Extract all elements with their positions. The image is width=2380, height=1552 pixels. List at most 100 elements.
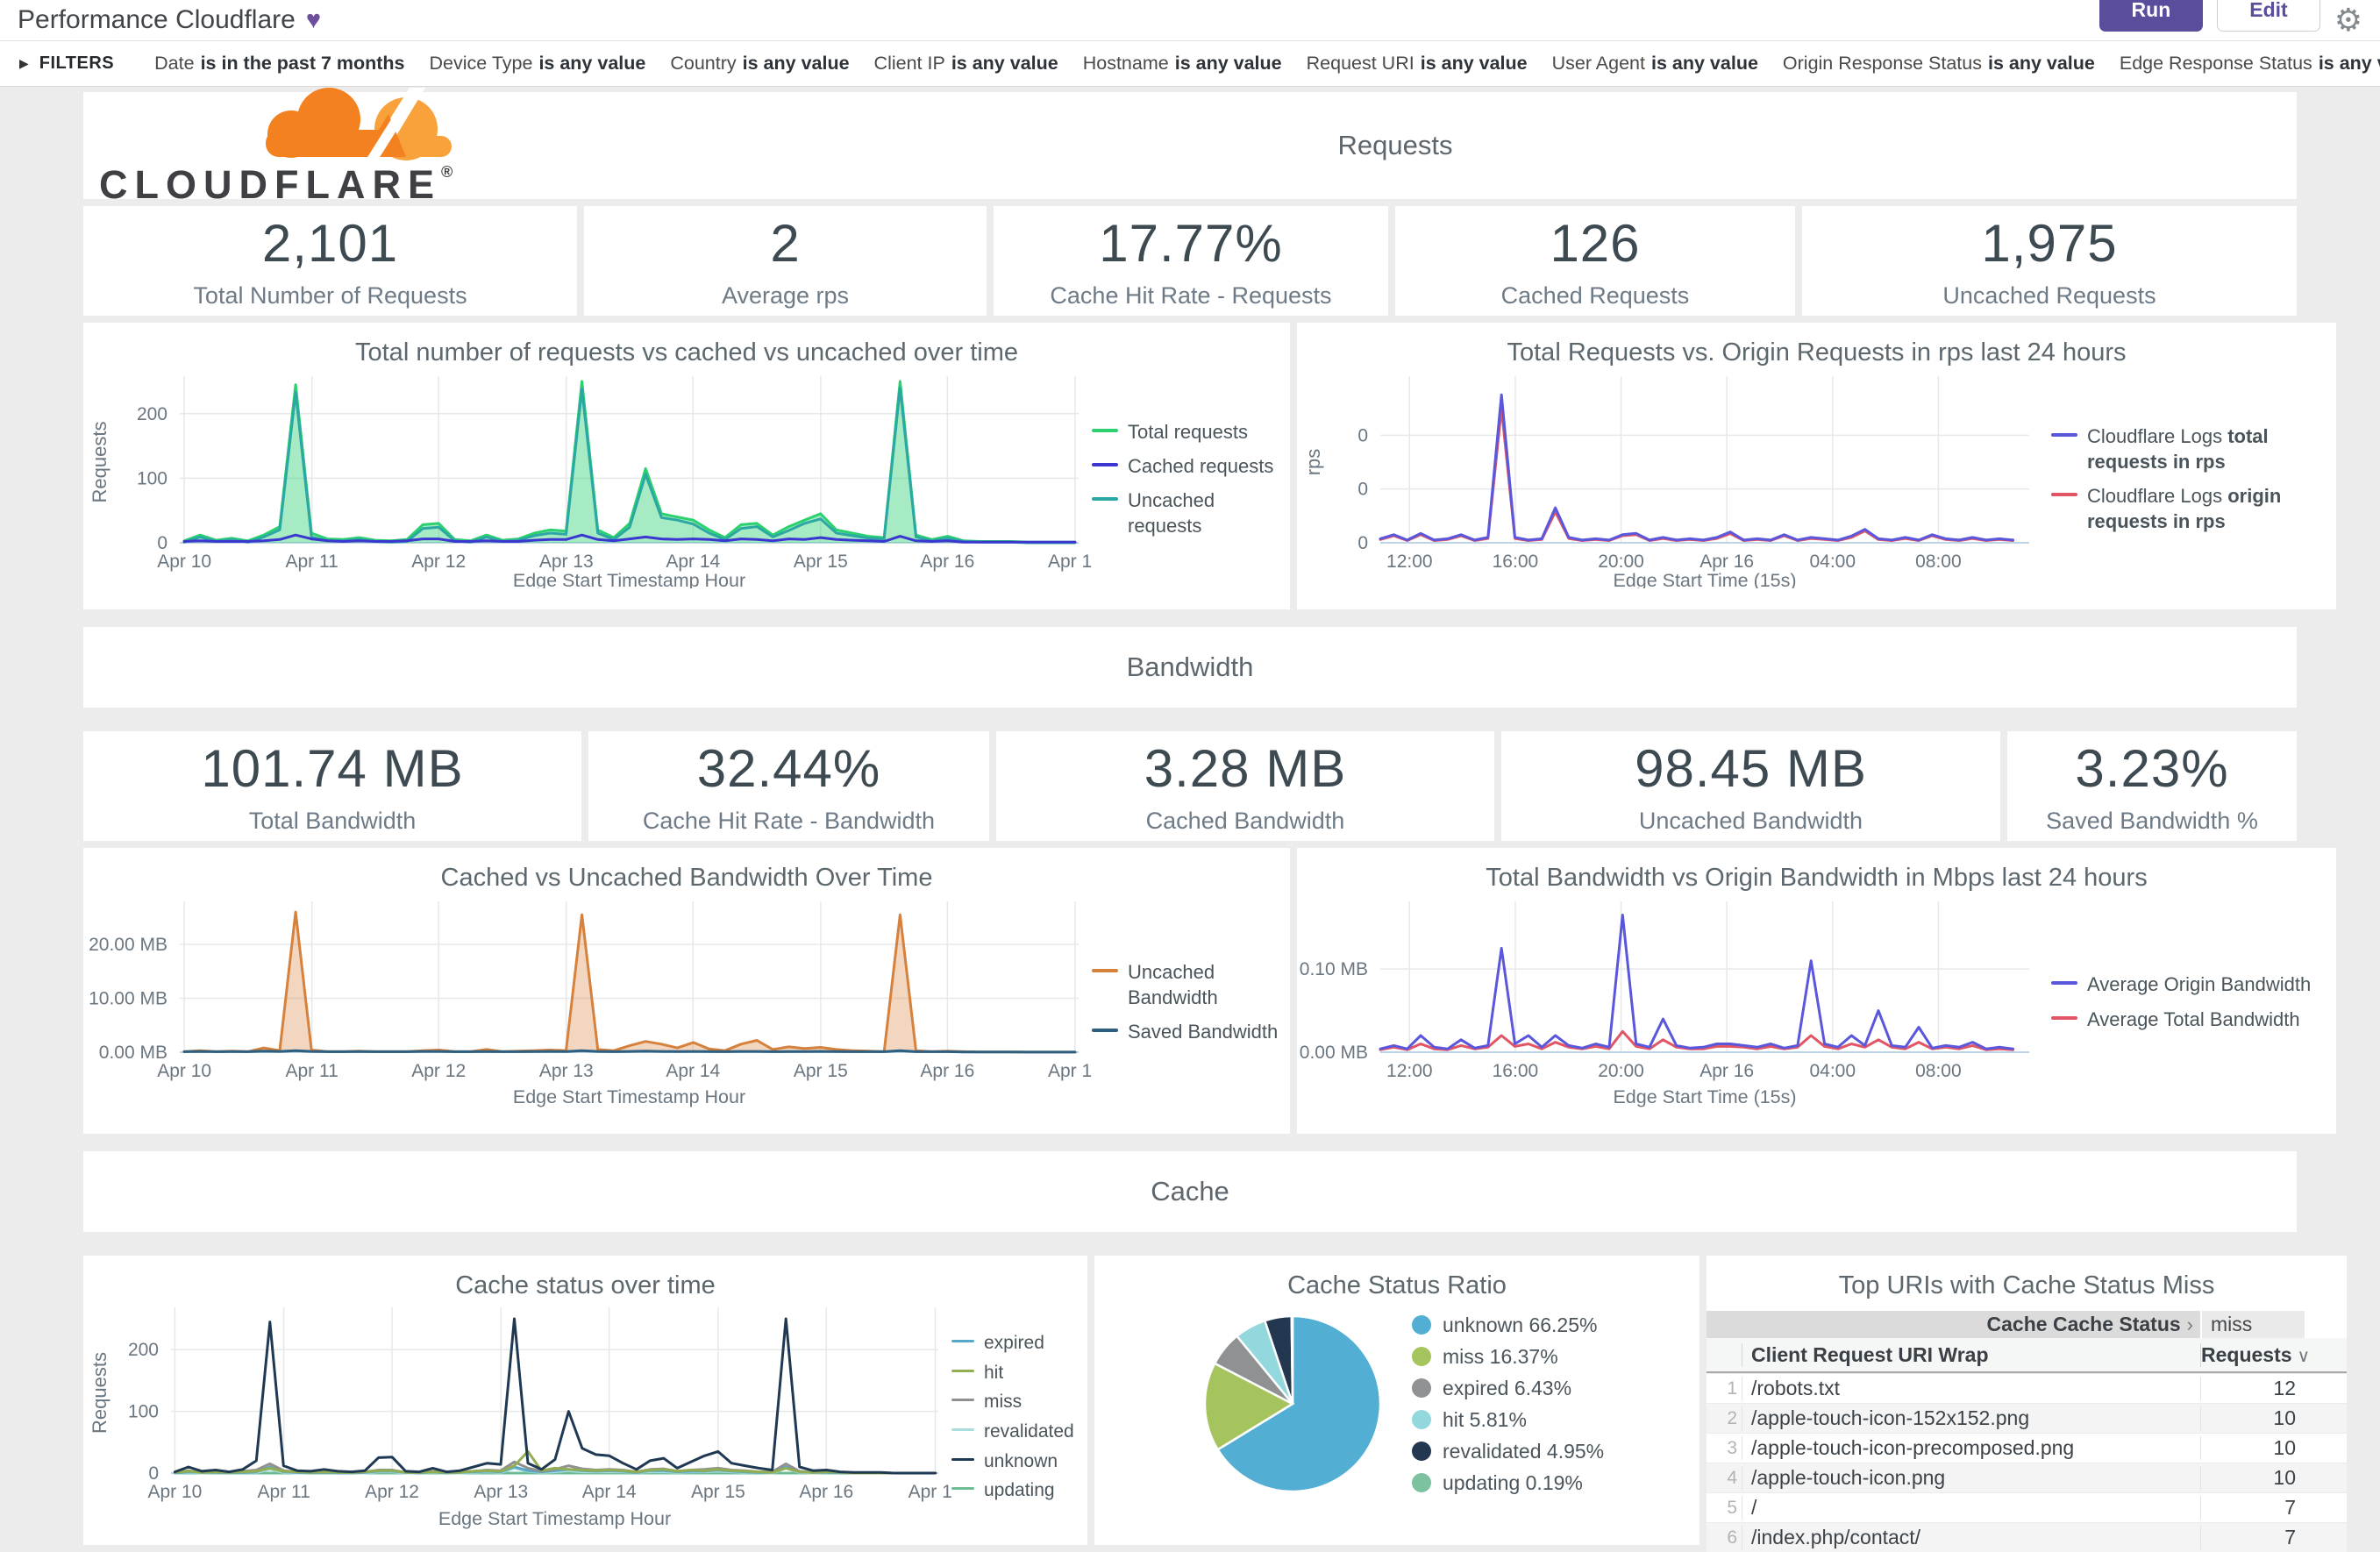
requests-column-header[interactable]: Requests ∨ [2200, 1342, 2311, 1367]
table-row[interactable]: 3/apple-touch-icon-precomposed.png 10 [1707, 1433, 2347, 1463]
legend-entry-updating[interactable]: updating [951, 1478, 1083, 1503]
filter-item-hostname[interactable]: Hostname is any value [1083, 53, 1282, 75]
filter-field-name: Country [670, 53, 737, 74]
pie-legend-entry-hit[interactable]: hit 5.81% [1412, 1408, 1604, 1432]
pie-slice-unknown[interactable] [1215, 1314, 1382, 1493]
tile-value: 2 [770, 213, 801, 273]
bandwidth-charts-row: Cached vs Uncached Bandwidth Over Time A… [83, 848, 2380, 1134]
legend-entry-uncached-bandwidth[interactable]: Uncached Bandwidth [1092, 959, 1281, 1010]
filter-item-origin-response-status[interactable]: Origin Response Status is any value [1783, 53, 2095, 75]
x-tick-label: Apr 15 [794, 1061, 848, 1081]
legend-entry-average-origin-bandwidth[interactable]: Average Origin Bandwidth [2051, 972, 2330, 997]
legend-label: Uncached requests [1128, 489, 1215, 538]
pie-legend-entry-miss[interactable]: miss 16.37% [1412, 1345, 1604, 1369]
table-row[interactable]: 2/apple-touch-icon-152x152.png 10 [1707, 1403, 2347, 1433]
x-tick-label: 16:00 [1493, 552, 1539, 572]
y-tick-label: 10.00 MB [89, 989, 167, 1009]
pie-slice-updating[interactable] [1290, 1314, 1294, 1405]
y-tick-label: 200 [137, 404, 167, 424]
requests-charts-row: Total number of requests vs cached vs un… [83, 323, 2380, 609]
y-tick-label: 0 [1357, 480, 1368, 500]
legend-entry-hit[interactable]: hit [951, 1361, 1083, 1385]
filter-item-client-ip[interactable]: Client IP is any value [874, 53, 1058, 75]
x-tick-label: Apr 14 [582, 1482, 637, 1502]
legend-entry-unknown[interactable]: unknown [951, 1449, 1083, 1474]
legend-entry-average-total-bandwidth[interactable]: Average Total Bandwidth [2051, 1007, 2330, 1032]
legend-entry-saved-bandwidth[interactable]: Saved Bandwidth [1092, 1019, 1281, 1044]
legend-label: Cloudflare Logs total requests in rps [2087, 424, 2269, 473]
chart-legend: Cloudflare Logs total requests in rps Clo… [2051, 424, 2330, 534]
pie-legend-entry-expired[interactable]: expired 6.43% [1412, 1377, 1604, 1400]
pivot-field-cell[interactable]: Cache Cache Status › [1707, 1311, 2200, 1338]
series-area-uncached-bandwidth [184, 912, 1075, 1052]
legend-entry-uncached-requests[interactable]: Uncached requests [1092, 488, 1281, 538]
requests-cell: 10 [2200, 1436, 2305, 1460]
legend-dot [1412, 1315, 1431, 1335]
legend-entry-expired[interactable]: expired [951, 1331, 1083, 1356]
legend-label: expired [984, 1332, 1044, 1353]
legend-entry-total-requests-in-rps[interactable]: Cloudflare Logs total requests in rps [2051, 424, 2330, 474]
legend-entry-total-requests[interactable]: Total requests [1092, 419, 1281, 445]
filter-item-request-uri[interactable]: Request URI is any value [1307, 53, 1528, 75]
legend-entry-revalidated[interactable]: revalidated [951, 1420, 1083, 1444]
gear-icon[interactable]: ⚙ [2334, 2, 2362, 38]
filters-bar: ▶ FILTERS Date is in the past 7 months Dev… [0, 41, 2380, 87]
filter-item-user-agent[interactable]: User Agent is any value [1552, 53, 1758, 75]
x-tick-label: Apr 11 [286, 1061, 338, 1081]
bandwidth-tile-0: 101.74 MB Total Bandwidth [83, 731, 581, 841]
pie-slice-miss[interactable] [1203, 1362, 1295, 1451]
table-row[interactable]: 6/index.php/contact/7 [1707, 1522, 2347, 1552]
cache-miss-table: Cache Cache Status › miss Client Request … [1707, 1311, 2347, 1552]
requests-tiles-row: 2,101 Total Number of Requests 2 Average rp… [83, 206, 2380, 316]
tile-value: 1,975 [1981, 213, 2118, 273]
filter-item-device-type[interactable]: Device Type is any value [430, 53, 646, 75]
table-rows: 1/robots.txt 12 2/apple-touch-icon-152x152… [1707, 1373, 2347, 1552]
x-tick-label: Apr 15 [794, 552, 848, 572]
edit-button[interactable]: Edit [2217, 0, 2320, 32]
filter-item-date[interactable]: Date is in the past 7 months [154, 53, 404, 75]
pie-legend-entry-revalidated[interactable]: revalidated 4.95% [1412, 1440, 1604, 1463]
filters-caret-icon[interactable]: ▶ [19, 56, 29, 70]
pie-legend-entry-unknown[interactable]: unknown 66.25% [1412, 1314, 1604, 1337]
table-row[interactable]: 4/apple-touch-icon.png 10 [1707, 1463, 2347, 1492]
chart-body: Apr 10 Apr 11 Apr 12 Apr 13 Apr 14 Apr 15 Apr … [83, 369, 1290, 588]
series-line-saved-bandwidth [182, 1049, 1077, 1054]
filter-item-edge-response-status[interactable]: Edge Response Status is any value [2120, 53, 2380, 75]
bandwidth-header-card: Bandwidth [83, 627, 2297, 708]
legend-label: hit [984, 1362, 1004, 1383]
legend-dot [1412, 1347, 1431, 1366]
x-tick-label: Apr 12 [411, 1061, 466, 1081]
legend-entry-miss[interactable]: miss [951, 1390, 1083, 1414]
filter-condition: is any value [742, 53, 850, 74]
logo-cloud-base [266, 130, 395, 157]
chart-title: Total Bandwidth vs Origin Bandwidth in M… [1486, 864, 2148, 892]
legend-swatch [951, 1457, 974, 1461]
pie-legend-entry-updating[interactable]: updating 0.19% [1412, 1471, 1604, 1495]
legend-entry-cached-requests[interactable]: Cached requests [1092, 453, 1281, 479]
requests-tile-2: 17.77% Cache Hit Rate - Requests [994, 206, 1388, 316]
x-tick-label: Apr 17 [1048, 552, 1092, 572]
chart-legend: Total requests Cached requests Uncached re… [1092, 419, 1281, 538]
legend-entry-origin-requests-in-rps[interactable]: Cloudflare Logs origin requests in rps [2051, 483, 2330, 534]
tile-value: 98.45 MB [1635, 738, 1867, 798]
legend-swatch [1092, 497, 1118, 501]
pie-legend-label: expired 6.43% [1443, 1376, 1572, 1399]
filter-field-name: Date [154, 53, 195, 74]
legend-label: Total requests [1128, 420, 1248, 443]
row-number: 5 [1727, 1497, 1737, 1518]
x-axis-label: Edge Start Timestamp Hour [513, 570, 745, 588]
section-heading-cache: Cache [1151, 1176, 1229, 1207]
tile-value: 3.28 MB [1144, 738, 1347, 798]
page-title: Performance Cloudflare [18, 5, 296, 34]
uri-column-header[interactable]: Client Request URI Wrap [1742, 1342, 2200, 1367]
filter-item-country[interactable]: Country is any value [670, 53, 849, 75]
tile-label: Saved Bandwidth % [2046, 807, 2258, 834]
table-row[interactable]: 1/robots.txt 12 [1707, 1373, 2347, 1403]
filters-toggle[interactable]: FILTERS [39, 53, 115, 73]
x-tick-label: Apr 10 [157, 552, 211, 572]
table-row[interactable]: 5/7 [1707, 1492, 2347, 1522]
row-number: 6 [1727, 1527, 1737, 1548]
cache-ratio-pie [1203, 1314, 1382, 1493]
legend-swatch [951, 1399, 974, 1402]
run-button[interactable]: Run [2099, 0, 2204, 32]
